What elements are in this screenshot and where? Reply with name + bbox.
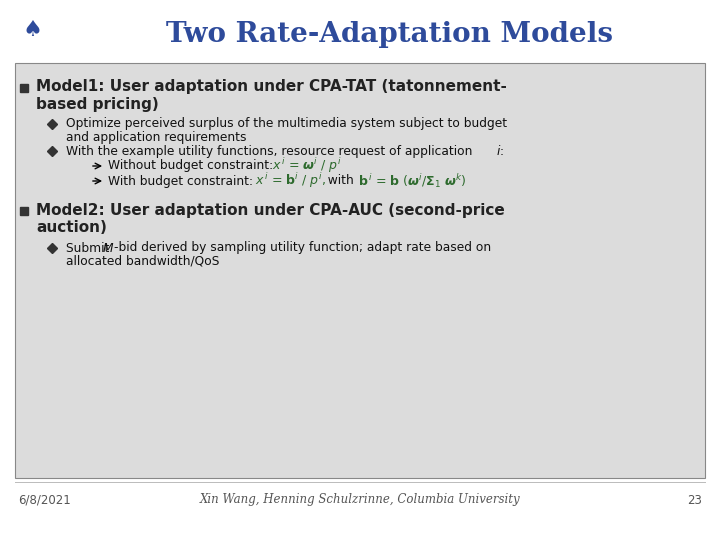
Text: Without budget constraint:: Without budget constraint: [108, 159, 277, 172]
Text: auction): auction) [36, 220, 107, 235]
Text: based pricing): based pricing) [36, 98, 158, 112]
Text: and application requirements: and application requirements [66, 131, 246, 144]
FancyBboxPatch shape [15, 63, 705, 478]
Text: Model2: User adaptation under CPA-AUC (second-price: Model2: User adaptation under CPA-AUC (s… [36, 202, 505, 218]
Text: Two Rate-Adaptation Models: Two Rate-Adaptation Models [166, 22, 613, 49]
Text: allocated bandwidth/QoS: allocated bandwidth/QoS [66, 254, 220, 267]
Text: Model1: User adaptation under CPA-TAT (tatonnement-: Model1: User adaptation under CPA-TAT (t… [36, 79, 507, 94]
Text: 6/8/2021: 6/8/2021 [18, 494, 71, 507]
Bar [20, 84, 28, 92]
Text: $\mathit{M}$: $\mathit{M}$ [102, 241, 114, 254]
Text: With the example utility functions, resource request of application: With the example utility functions, reso… [66, 145, 476, 158]
Text: Submit: Submit [66, 241, 113, 254]
Text: -bid derived by sampling utility function; adapt rate based on: -bid derived by sampling utility functio… [114, 241, 491, 254]
Text: with: with [320, 174, 361, 187]
Text: With budget constraint:: With budget constraint: [108, 174, 257, 187]
Text: $\mathit{i}$:: $\mathit{i}$: [496, 144, 504, 158]
Text: $\mathbf{b}^{\,i}$ = $\mathbf{b}$ ($\boldsymbol{\omega}^i$/$\boldsymbol{\Sigma}_: $\mathbf{b}^{\,i}$ = $\mathbf{b}$ ($\bol… [358, 172, 467, 190]
Text: Optimize perceived surplus of the multimedia system subject to budget: Optimize perceived surplus of the multim… [66, 118, 507, 131]
Text: ♠: ♠ [22, 20, 42, 40]
Text: 23: 23 [687, 494, 702, 507]
Text: $\mathit{x}^{\,i}$ = $\mathbf{b}^i$ / $\mathit{p}^i$,: $\mathit{x}^{\,i}$ = $\mathbf{b}^i$ / $\… [255, 172, 326, 191]
Bar [20, 207, 28, 215]
Text: Xin Wang, Henning Schulzrinne, Columbia University: Xin Wang, Henning Schulzrinne, Columbia … [199, 494, 521, 507]
Text: $\mathit{x}^{\,i}$ = $\boldsymbol{\omega}^i$ / $\mathit{p}^i$: $\mathit{x}^{\,i}$ = $\boldsymbol{\omega… [272, 157, 342, 176]
